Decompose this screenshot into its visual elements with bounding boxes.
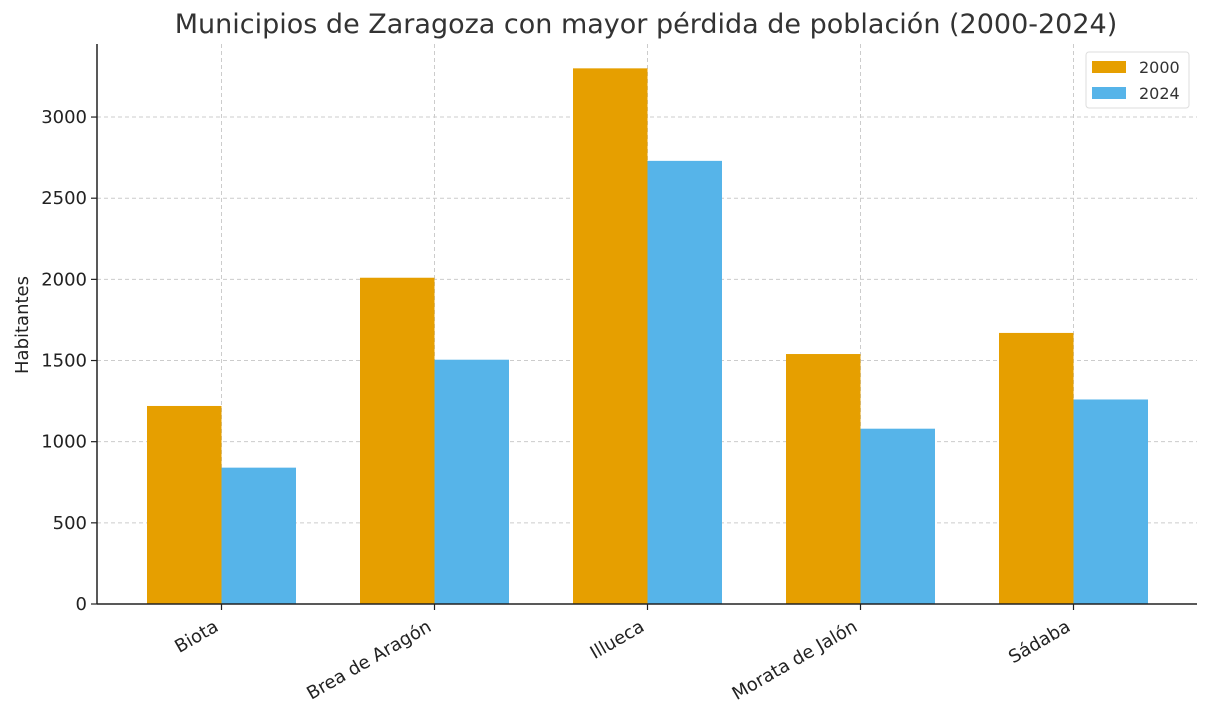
bar-2024-sádaba <box>1073 399 1148 604</box>
bar-2000-biota <box>147 405 222 604</box>
bar-2000-sádaba <box>999 332 1074 604</box>
legend-swatch-2024 <box>1092 87 1126 99</box>
legend-label-2024: 2024 <box>1139 84 1180 103</box>
y-tick-label: 1500 <box>41 351 87 372</box>
y-tick-label: 2000 <box>41 269 87 290</box>
y-tick-label: 2500 <box>41 188 87 209</box>
legend: 2000 2024 <box>1085 51 1190 109</box>
x-tick-label: Biota <box>171 616 222 657</box>
y-tick-label: 1000 <box>41 432 87 453</box>
y-tick-label: 3000 <box>41 107 87 128</box>
bar-2024-biota <box>221 467 296 604</box>
y-tick-label: 500 <box>53 513 87 534</box>
legend-swatch-2000 <box>1092 61 1126 73</box>
x-tick-label: Sádaba <box>1005 616 1074 668</box>
bar-2000-morata-de-jalón <box>786 354 861 604</box>
x-tick-label: Illueca <box>587 616 648 664</box>
bar-2024-morata-de-jalón <box>860 428 935 604</box>
bar-2000-brea-de-aragón <box>360 277 435 604</box>
bar-2024-illueca <box>647 160 722 604</box>
x-tick-label: Brea de Aragón <box>303 616 435 704</box>
legend-label-2000: 2000 <box>1139 58 1180 77</box>
bars <box>147 68 1148 604</box>
chart-title: Municipios de Zaragoza con mayor pérdida… <box>175 9 1118 40</box>
y-axis-label: Habitantes <box>12 276 33 374</box>
ticks: 0 500 1000 1500 2000 2500 3000 Biota Brea de Ara… <box>41 107 1075 705</box>
bar-2024-brea-de-aragón <box>434 359 509 604</box>
y-tick-label: 0 <box>76 594 87 615</box>
x-tick-label: Morata de Jalón <box>729 616 861 705</box>
bar-2000-illueca <box>573 68 648 604</box>
